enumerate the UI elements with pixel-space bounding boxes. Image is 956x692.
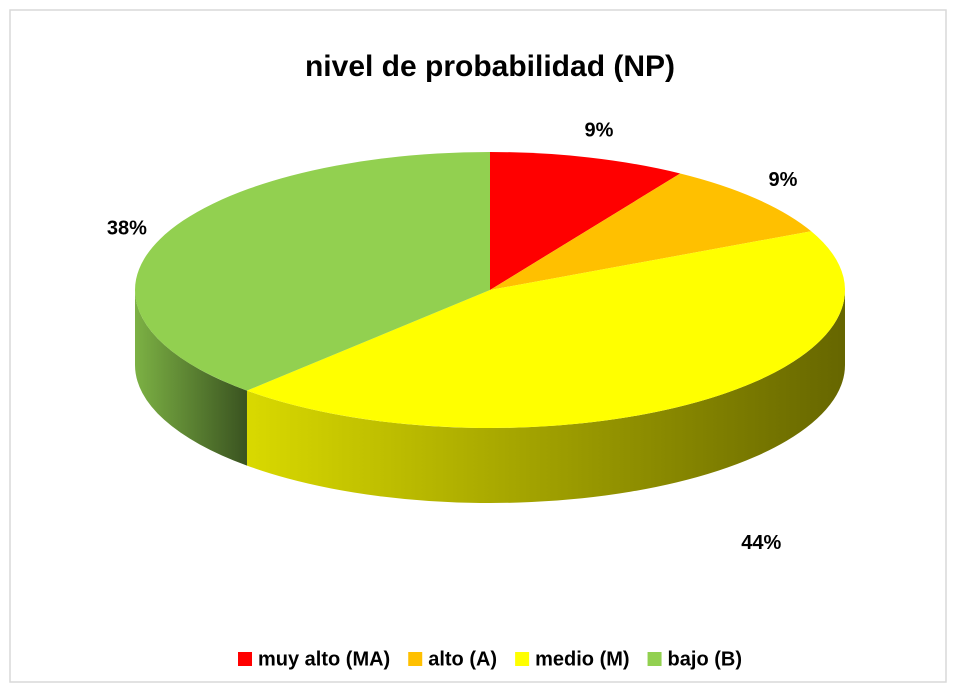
data-label: 44% bbox=[741, 532, 781, 554]
slice bbox=[135, 152, 491, 391]
data-label: 9% bbox=[584, 119, 613, 141]
legend-label: alto (A) bbox=[428, 648, 497, 670]
legend-label: bajo (B) bbox=[668, 648, 742, 670]
slice-side bbox=[246, 290, 845, 503]
legend-swatch bbox=[238, 652, 253, 666]
slice bbox=[490, 173, 812, 290]
data-label: 9% bbox=[768, 169, 797, 191]
chart-title: nivel de probabilidad (NP) bbox=[305, 50, 675, 83]
legend-swatch bbox=[515, 652, 530, 666]
slice bbox=[490, 152, 681, 290]
slice-side bbox=[135, 290, 247, 466]
data-label: 38% bbox=[107, 217, 147, 239]
legend-label: medio (M) bbox=[535, 648, 629, 670]
slice bbox=[246, 231, 845, 429]
legend-swatch bbox=[408, 652, 423, 666]
legend-swatch bbox=[647, 652, 662, 666]
legend-label: muy alto (MA) bbox=[258, 648, 390, 670]
